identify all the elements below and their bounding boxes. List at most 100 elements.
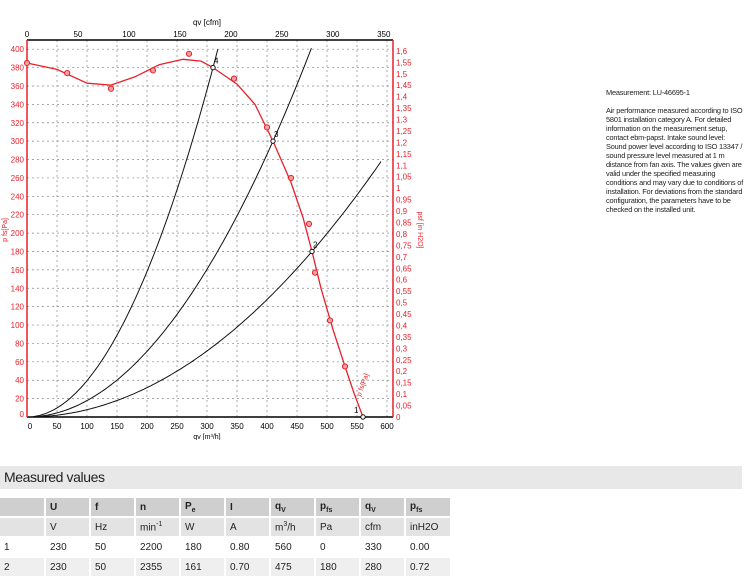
table-cell: qV xyxy=(271,498,314,516)
table-cell: Pa xyxy=(316,518,359,536)
table-cell: Pe xyxy=(181,498,224,516)
table-cell: pfs xyxy=(316,498,359,516)
system-curve-1 xyxy=(32,49,219,418)
table-cell: 161 xyxy=(181,558,224,576)
table-cell: 0.00 xyxy=(406,538,450,556)
table-cell: 280 xyxy=(361,558,404,576)
x-tick-label: 100 xyxy=(80,422,94,431)
y-tick-label: 140 xyxy=(11,284,25,293)
y-tick-label: 220 xyxy=(11,211,25,220)
x-tick-label: 150 xyxy=(110,422,124,431)
top-tick-label: 0 xyxy=(25,30,30,39)
measured-point xyxy=(341,363,349,370)
table-cell: W xyxy=(181,518,224,536)
right-tick-label: 0,35 xyxy=(396,333,412,342)
operating-point xyxy=(210,64,216,71)
right-tick-label: 1 xyxy=(396,184,401,193)
table-cell: I xyxy=(226,498,269,516)
system-curve-2 xyxy=(32,48,312,418)
y-tick-label: 260 xyxy=(11,174,25,183)
y-tick-label: 280 xyxy=(11,156,25,165)
table-cell: 50 xyxy=(91,538,134,556)
y-tick-label: 380 xyxy=(11,64,25,73)
table-cell: V xyxy=(46,518,89,536)
operating-point-label: 4 xyxy=(214,57,219,66)
right-tick-label: 0,75 xyxy=(396,241,412,250)
system-curve-3 xyxy=(33,161,382,418)
y-tick-label: 320 xyxy=(11,119,25,128)
x-axis-title: qv [m³/h] xyxy=(193,434,220,440)
table-cell: 0 xyxy=(316,538,359,556)
table-cell: U xyxy=(46,498,89,516)
top-tick-label: 150 xyxy=(173,30,187,39)
table-cell: m3/h xyxy=(271,518,314,536)
top-tick-label: 50 xyxy=(74,30,83,39)
measured-point xyxy=(107,85,115,92)
measured-point xyxy=(149,67,157,74)
operating-point-label: 2 xyxy=(313,240,318,249)
measured-point xyxy=(311,269,319,276)
table-cell: 2355 xyxy=(136,558,179,576)
right-tick-label: 1,4 xyxy=(396,93,408,102)
operating-point-label: 3 xyxy=(274,130,279,139)
y-tick-label: 340 xyxy=(11,100,25,109)
right-tick-label: 0,1 xyxy=(396,390,408,399)
y-tick-label: 120 xyxy=(11,303,25,312)
measured-point xyxy=(185,50,193,57)
top-tick-label: 250 xyxy=(275,30,289,39)
table-cell: n xyxy=(136,498,179,516)
table-cell: qV xyxy=(361,498,404,516)
top-axis-title: qv [cfm] xyxy=(193,18,221,27)
top-tick-label: 350 xyxy=(377,30,391,39)
measured-point xyxy=(326,317,334,324)
table-cell: 560 xyxy=(271,538,314,556)
right-tick-label: 1,55 xyxy=(396,58,412,67)
table-cell: 50 xyxy=(91,558,134,576)
table-row: 1 230 50 2200 180 0.80 560 0 330 0.00 xyxy=(0,538,450,556)
right-tick-label: 0,9 xyxy=(396,207,408,216)
table-cell: pfs xyxy=(406,498,450,516)
table-cell: 180 xyxy=(181,538,224,556)
x-tick-label: 400 xyxy=(260,422,274,431)
fan-curve-line xyxy=(26,58,364,418)
measurement-note: Measurement: LU-46695-1 Air performance … xyxy=(606,88,746,214)
x-tick-label: 250 xyxy=(170,422,184,431)
x-tick-label: 350 xyxy=(230,422,244,431)
right-tick-label: 1,1 xyxy=(396,161,408,170)
right-tick-label: 0,85 xyxy=(396,219,412,228)
x-tick-label: 600 xyxy=(380,422,394,431)
top-tick-label: 100 xyxy=(122,30,136,39)
right-tick-label: 0,2 xyxy=(396,367,408,376)
fan-curve-label: p fs[Pa] xyxy=(356,373,371,398)
top-tick-label: 300 xyxy=(326,30,340,39)
right-tick-label: 0,5 xyxy=(396,299,408,308)
measured-point xyxy=(230,75,238,82)
right-tick-label: 1,5 xyxy=(396,70,408,79)
y-tick-label: 60 xyxy=(15,358,24,367)
y-tick-label: 400 xyxy=(11,45,25,54)
x-tick-label: 450 xyxy=(290,422,304,431)
operating-point xyxy=(270,138,276,144)
table-cell: cfm xyxy=(361,518,404,536)
right-tick-label: 1,2 xyxy=(396,138,408,147)
y-tick-label: 360 xyxy=(11,82,25,91)
table-cell: 330 xyxy=(361,538,404,556)
right-tick-label: 0 xyxy=(396,413,401,422)
table-cell: f xyxy=(91,498,134,516)
table-cell: A xyxy=(226,518,269,536)
y-tick-label: 80 xyxy=(15,339,24,348)
table-cell xyxy=(0,498,44,516)
y-tick-label: 200 xyxy=(11,229,25,238)
measured-values-heading: Measured values xyxy=(0,466,742,489)
right-tick-label: 0,45 xyxy=(396,310,412,319)
y-tick-label: 180 xyxy=(11,247,25,256)
measured-point xyxy=(64,70,71,77)
right-axis-title: psf [in H2O] xyxy=(416,212,423,249)
table-cell: 2200 xyxy=(136,538,179,556)
y-tick-label: 100 xyxy=(11,321,25,330)
right-tick-label: 1,45 xyxy=(396,81,412,90)
y-tick-label: 0 xyxy=(20,410,25,419)
y-tick-label: 40 xyxy=(15,376,24,385)
